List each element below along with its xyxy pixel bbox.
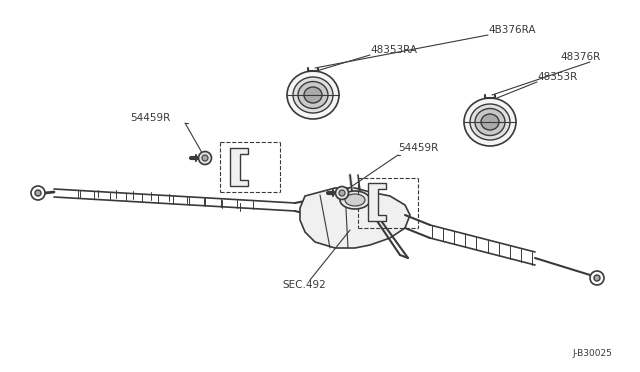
Polygon shape [230,148,248,186]
Text: 48353RA: 48353RA [370,45,417,55]
Ellipse shape [464,98,516,146]
Text: J-B30025: J-B30025 [572,349,612,358]
Text: 54459R: 54459R [130,113,170,123]
Ellipse shape [345,194,365,206]
Ellipse shape [340,191,370,209]
Circle shape [35,190,41,196]
Ellipse shape [293,77,333,113]
Ellipse shape [475,109,505,135]
Text: SEC.492: SEC.492 [282,280,326,290]
Polygon shape [368,183,386,221]
Ellipse shape [470,104,510,140]
Ellipse shape [481,114,499,130]
Circle shape [202,155,208,161]
Ellipse shape [298,81,328,109]
Text: 54459R: 54459R [398,143,438,153]
Circle shape [198,151,211,164]
Circle shape [335,186,349,199]
Text: 48353R: 48353R [537,72,577,82]
Circle shape [339,190,345,196]
Ellipse shape [287,71,339,119]
Text: 4B376RA: 4B376RA [488,25,536,35]
Circle shape [31,186,45,200]
Circle shape [590,271,604,285]
Text: 48376R: 48376R [560,52,600,62]
Circle shape [594,275,600,281]
Ellipse shape [304,87,322,103]
Polygon shape [300,188,410,248]
